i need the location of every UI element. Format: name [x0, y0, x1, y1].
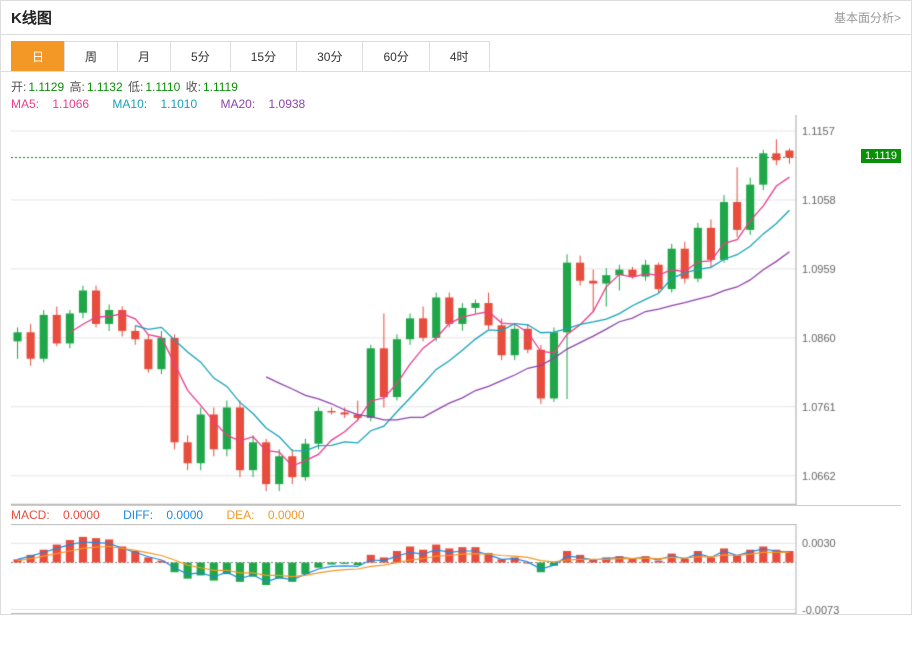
ma20-readout: MA20: 1.0938: [220, 97, 315, 111]
diff-label: DIFF: 0.0000: [123, 508, 213, 522]
dea-label: DEA: 0.0000: [226, 508, 314, 522]
timeframe-tab-7[interactable]: 4时: [429, 41, 490, 71]
close-label: 收:: [186, 80, 201, 94]
open-value: 1.1129: [28, 80, 64, 94]
panel-title: K线图: [11, 7, 52, 28]
panel-header: K线图 基本面分析>: [1, 1, 911, 35]
candle-wrap: 1.1119: [11, 115, 901, 505]
kline-panel: K线图 基本面分析> 日周月5分15分30分60分4时 开:1.1129 高:1…: [0, 0, 912, 615]
open-label: 开:: [11, 80, 26, 94]
timeframe-tab-3[interactable]: 5分: [170, 41, 231, 71]
timeframe-tab-0[interactable]: 日: [11, 41, 65, 71]
timeframe-tab-1[interactable]: 周: [64, 41, 118, 71]
timeframe-tab-4[interactable]: 15分: [230, 41, 297, 71]
ma-readout: MA5: 1.1066 MA10: 1.1010 MA20: 1.0938: [11, 97, 901, 115]
macd-label: MACD: 0.0000: [11, 508, 110, 522]
timeframe-tab-2[interactable]: 月: [117, 41, 171, 71]
close-value: 1.1119: [203, 80, 238, 94]
timeframe-tab-5[interactable]: 30分: [296, 41, 363, 71]
low-label: 低:: [128, 80, 143, 94]
macd-chart[interactable]: [11, 524, 851, 614]
timeframe-tabs: 日周月5分15分30分60分4时: [1, 35, 911, 72]
high-value: 1.1132: [87, 80, 123, 94]
candlestick-chart[interactable]: [11, 115, 851, 505]
ma10-readout: MA10: 1.1010: [112, 97, 207, 111]
high-label: 高:: [70, 80, 85, 94]
timeframe-tab-6[interactable]: 60分: [362, 41, 429, 71]
ohlc-readout: 开:1.1129 高:1.1132 低:1.1110 收:1.1119: [11, 76, 901, 97]
macd-readout: MACD: 0.0000 DIFF: 0.0000 DEA: 0.0000: [11, 505, 901, 524]
chart-area: 开:1.1129 高:1.1132 低:1.1110 收:1.1119 MA5:…: [1, 72, 911, 614]
low-value: 1.1110: [145, 80, 180, 94]
ma5-readout: MA5: 1.1066: [11, 97, 99, 111]
current-price-tag: 1.1119: [861, 149, 901, 163]
fundamental-analysis-link[interactable]: 基本面分析>: [834, 9, 901, 26]
